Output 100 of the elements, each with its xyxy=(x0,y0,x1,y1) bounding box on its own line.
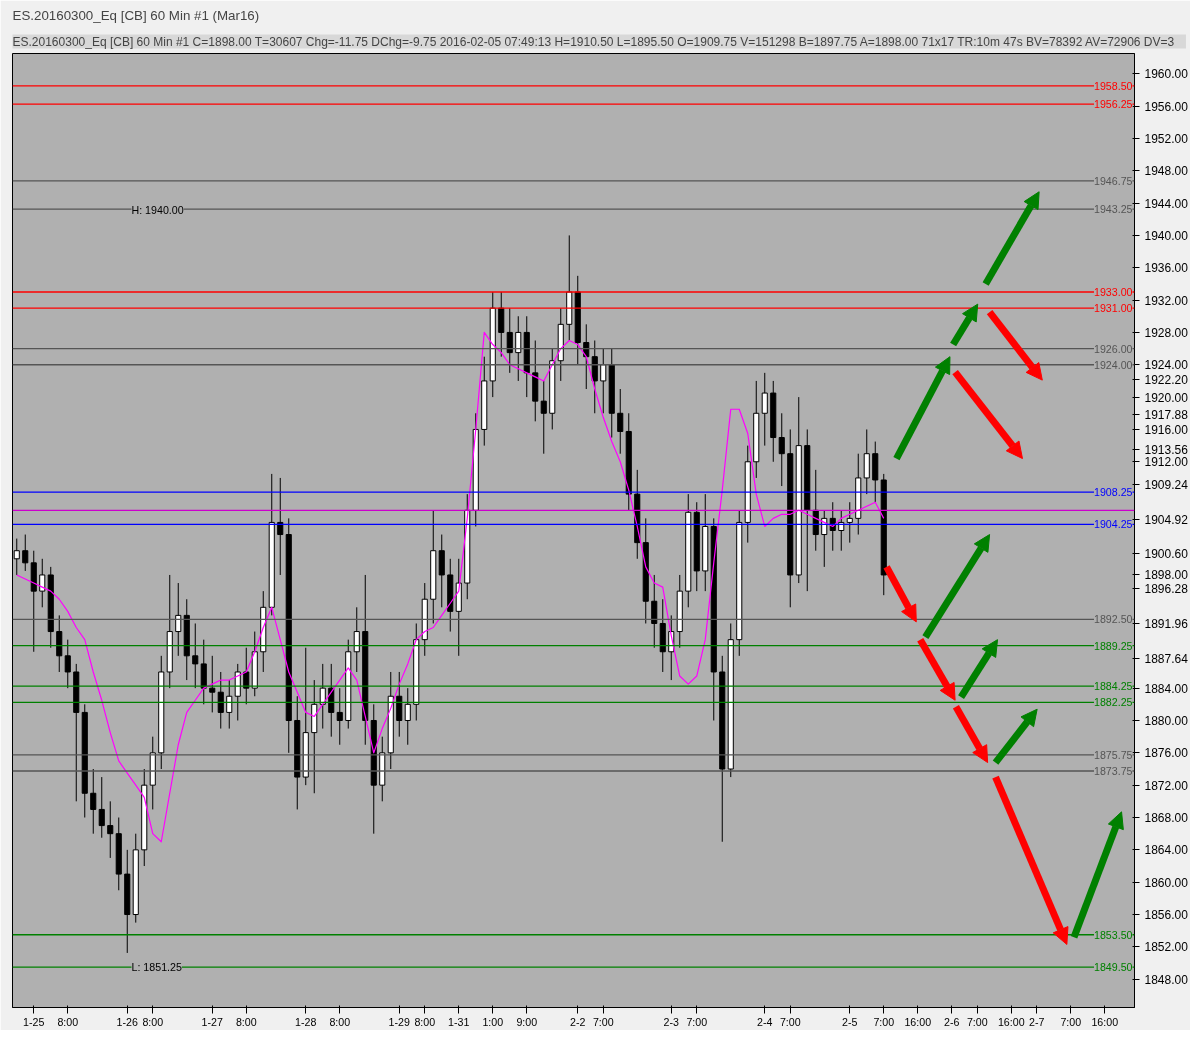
x-tick-label: 2-2 xyxy=(570,1015,586,1028)
candlestick xyxy=(600,348,607,414)
y-tick-label: 1913.56 xyxy=(1144,442,1189,457)
candlestick xyxy=(515,315,522,382)
x-tick-label: 7:00 xyxy=(966,1015,988,1028)
x-tick-label: 8:00 xyxy=(414,1015,436,1028)
y-tick-label: 1864.00 xyxy=(1144,843,1189,858)
candlestick xyxy=(22,534,29,572)
candlestick xyxy=(540,380,547,455)
candlestick xyxy=(277,477,284,576)
candlestick xyxy=(761,372,768,447)
candlestick xyxy=(617,388,624,455)
x-tick-label: 8:00 xyxy=(329,1015,351,1028)
x-tick-label: 1-29 xyxy=(388,1015,410,1028)
y-tick-label: 1884.00 xyxy=(1144,681,1189,696)
candlestick xyxy=(506,307,513,374)
candlestick xyxy=(226,679,233,730)
ref-line-label: 1924.00 xyxy=(1093,358,1133,371)
y-tick-label: 1944.00 xyxy=(1144,196,1189,211)
x-tick-label: 2-5 xyxy=(842,1015,858,1028)
x-tick-label: 16:00 xyxy=(997,1015,1025,1028)
x-tick-label: 7:00 xyxy=(686,1015,708,1028)
ref-line-label: 1958.50 xyxy=(1093,79,1133,92)
x-tick-label: 1-26 xyxy=(116,1015,138,1028)
y-tick-label: 1928.00 xyxy=(1144,325,1189,340)
y-tick-label: 1856.00 xyxy=(1144,908,1189,923)
x-tick-label: 2-6 xyxy=(944,1015,960,1028)
y-tick-label: 1900.60 xyxy=(1144,547,1189,562)
candlestick xyxy=(353,606,360,673)
x-tick-label: 1-25 xyxy=(23,1015,45,1028)
y-tick-label: 1898.00 xyxy=(1144,568,1189,583)
y-tick-label: 1896.28 xyxy=(1144,582,1189,597)
line-series xyxy=(16,331,885,843)
x-tick-label: 16:00 xyxy=(1091,1015,1119,1028)
candlestick xyxy=(404,687,411,746)
x-tick-label: 7:00 xyxy=(1060,1015,1082,1028)
annotation: L: 1851.25 xyxy=(131,960,182,973)
y-tick-label: 1960.00 xyxy=(1144,67,1189,82)
ref-line-label: 1904.25 xyxy=(1093,518,1133,531)
y-tick-label: 1868.00 xyxy=(1144,811,1189,826)
ref-line-label: 1875.75 xyxy=(1093,748,1133,761)
y-tick-label: 1860.00 xyxy=(1144,875,1189,890)
ref-line-label: 1873.75 xyxy=(1093,765,1133,778)
ref-line-label: 1931.00 xyxy=(1093,302,1133,315)
candlestick xyxy=(90,768,97,835)
candlestick xyxy=(336,687,343,746)
candlestick xyxy=(217,671,224,730)
y-tick-label: 1932.00 xyxy=(1144,293,1189,308)
ref-line-label: 1853.50 xyxy=(1093,928,1133,941)
candlestick xyxy=(778,412,785,487)
candlestick xyxy=(98,776,105,839)
ref-line-label: 1956.25 xyxy=(1093,98,1133,111)
y-tick-label: 1848.00 xyxy=(1144,972,1189,987)
y-tick-label: 1952.00 xyxy=(1144,131,1189,146)
ref-line-label: 1933.00 xyxy=(1093,286,1133,298)
x-tick-label: 1-28 xyxy=(295,1015,317,1028)
x-tick-label: 2-4 xyxy=(757,1015,773,1028)
ref-line-label: 1892.50 xyxy=(1093,613,1133,626)
x-tick-label: 1-31 xyxy=(448,1015,470,1028)
y-tick-label: 1909.24 xyxy=(1144,477,1189,492)
chart-title: ES.20160300_Eq [CB] 60 Min #1 (Mar16) xyxy=(12,7,260,23)
ref-line-label: 1926.00 xyxy=(1093,342,1133,355)
y-tick-label: 1852.00 xyxy=(1144,940,1189,955)
ref-line-label: 1849.50 xyxy=(1093,961,1133,974)
candlestick xyxy=(209,655,216,713)
candlestick xyxy=(175,582,182,657)
candlestick xyxy=(192,622,199,689)
candlestick xyxy=(651,574,658,649)
ref-line-label: 1884.25 xyxy=(1093,680,1133,693)
x-tick-label: 16:00 xyxy=(904,1015,932,1028)
y-tick-label: 1876.00 xyxy=(1144,746,1189,761)
ref-line-label: 1946.75 xyxy=(1093,174,1133,187)
candlestick xyxy=(107,800,114,859)
y-tick-label: 1924.00 xyxy=(1144,358,1189,373)
candlestick xyxy=(39,558,46,608)
x-tick-label: 2-7 xyxy=(1029,1015,1045,1028)
y-tick-label: 1872.00 xyxy=(1144,778,1189,793)
y-tick-label: 1948.00 xyxy=(1144,164,1189,179)
y-tick-label: 1922.20 xyxy=(1144,372,1189,387)
x-tick-label: 7:00 xyxy=(592,1015,614,1028)
y-tick-label: 1904.92 xyxy=(1144,512,1189,527)
x-tick-label: 8:00 xyxy=(57,1015,79,1028)
ref-line-label: 1889.25 xyxy=(1093,639,1133,652)
y-tick-label: 1887.64 xyxy=(1144,652,1189,667)
x-tick-label: 1-27 xyxy=(201,1015,223,1028)
x-tick-label: 2-3 xyxy=(663,1015,680,1028)
x-tick-label: 7:00 xyxy=(779,1015,801,1028)
y-tick-label: 1936.00 xyxy=(1144,261,1189,276)
ref-line-label: 1882.25 xyxy=(1093,696,1133,709)
x-tick-label: 9:00 xyxy=(516,1015,538,1028)
ref-line-label: 1943.25 xyxy=(1093,203,1133,216)
ref-line-label: 1908.25 xyxy=(1093,486,1133,499)
y-tick-label: 1956.00 xyxy=(1144,99,1189,114)
candlestick xyxy=(64,639,71,689)
chart-subtitle: ES.20160300_Eq [CB] 60 Min #1 C=1898.00 T=30607 Chg=-11.75 DChg=-9.75 2016-02-05 07:49:13 H=1910.50 L=1895.50 O=1909.75 V=151298 B=1897.75 A=1898.00 71x17 TR:10m 47s BV=78392 AV=72906 DV=3 xyxy=(12,34,1175,49)
y-tick-label: 1891.96 xyxy=(1144,617,1189,632)
y-tick-label: 1920.00 xyxy=(1144,390,1189,405)
x-tick-label: 8:00 xyxy=(235,1015,257,1028)
y-tick-label: 1917.88 xyxy=(1144,407,1189,422)
annotation: H: 1940.00 xyxy=(131,203,184,216)
